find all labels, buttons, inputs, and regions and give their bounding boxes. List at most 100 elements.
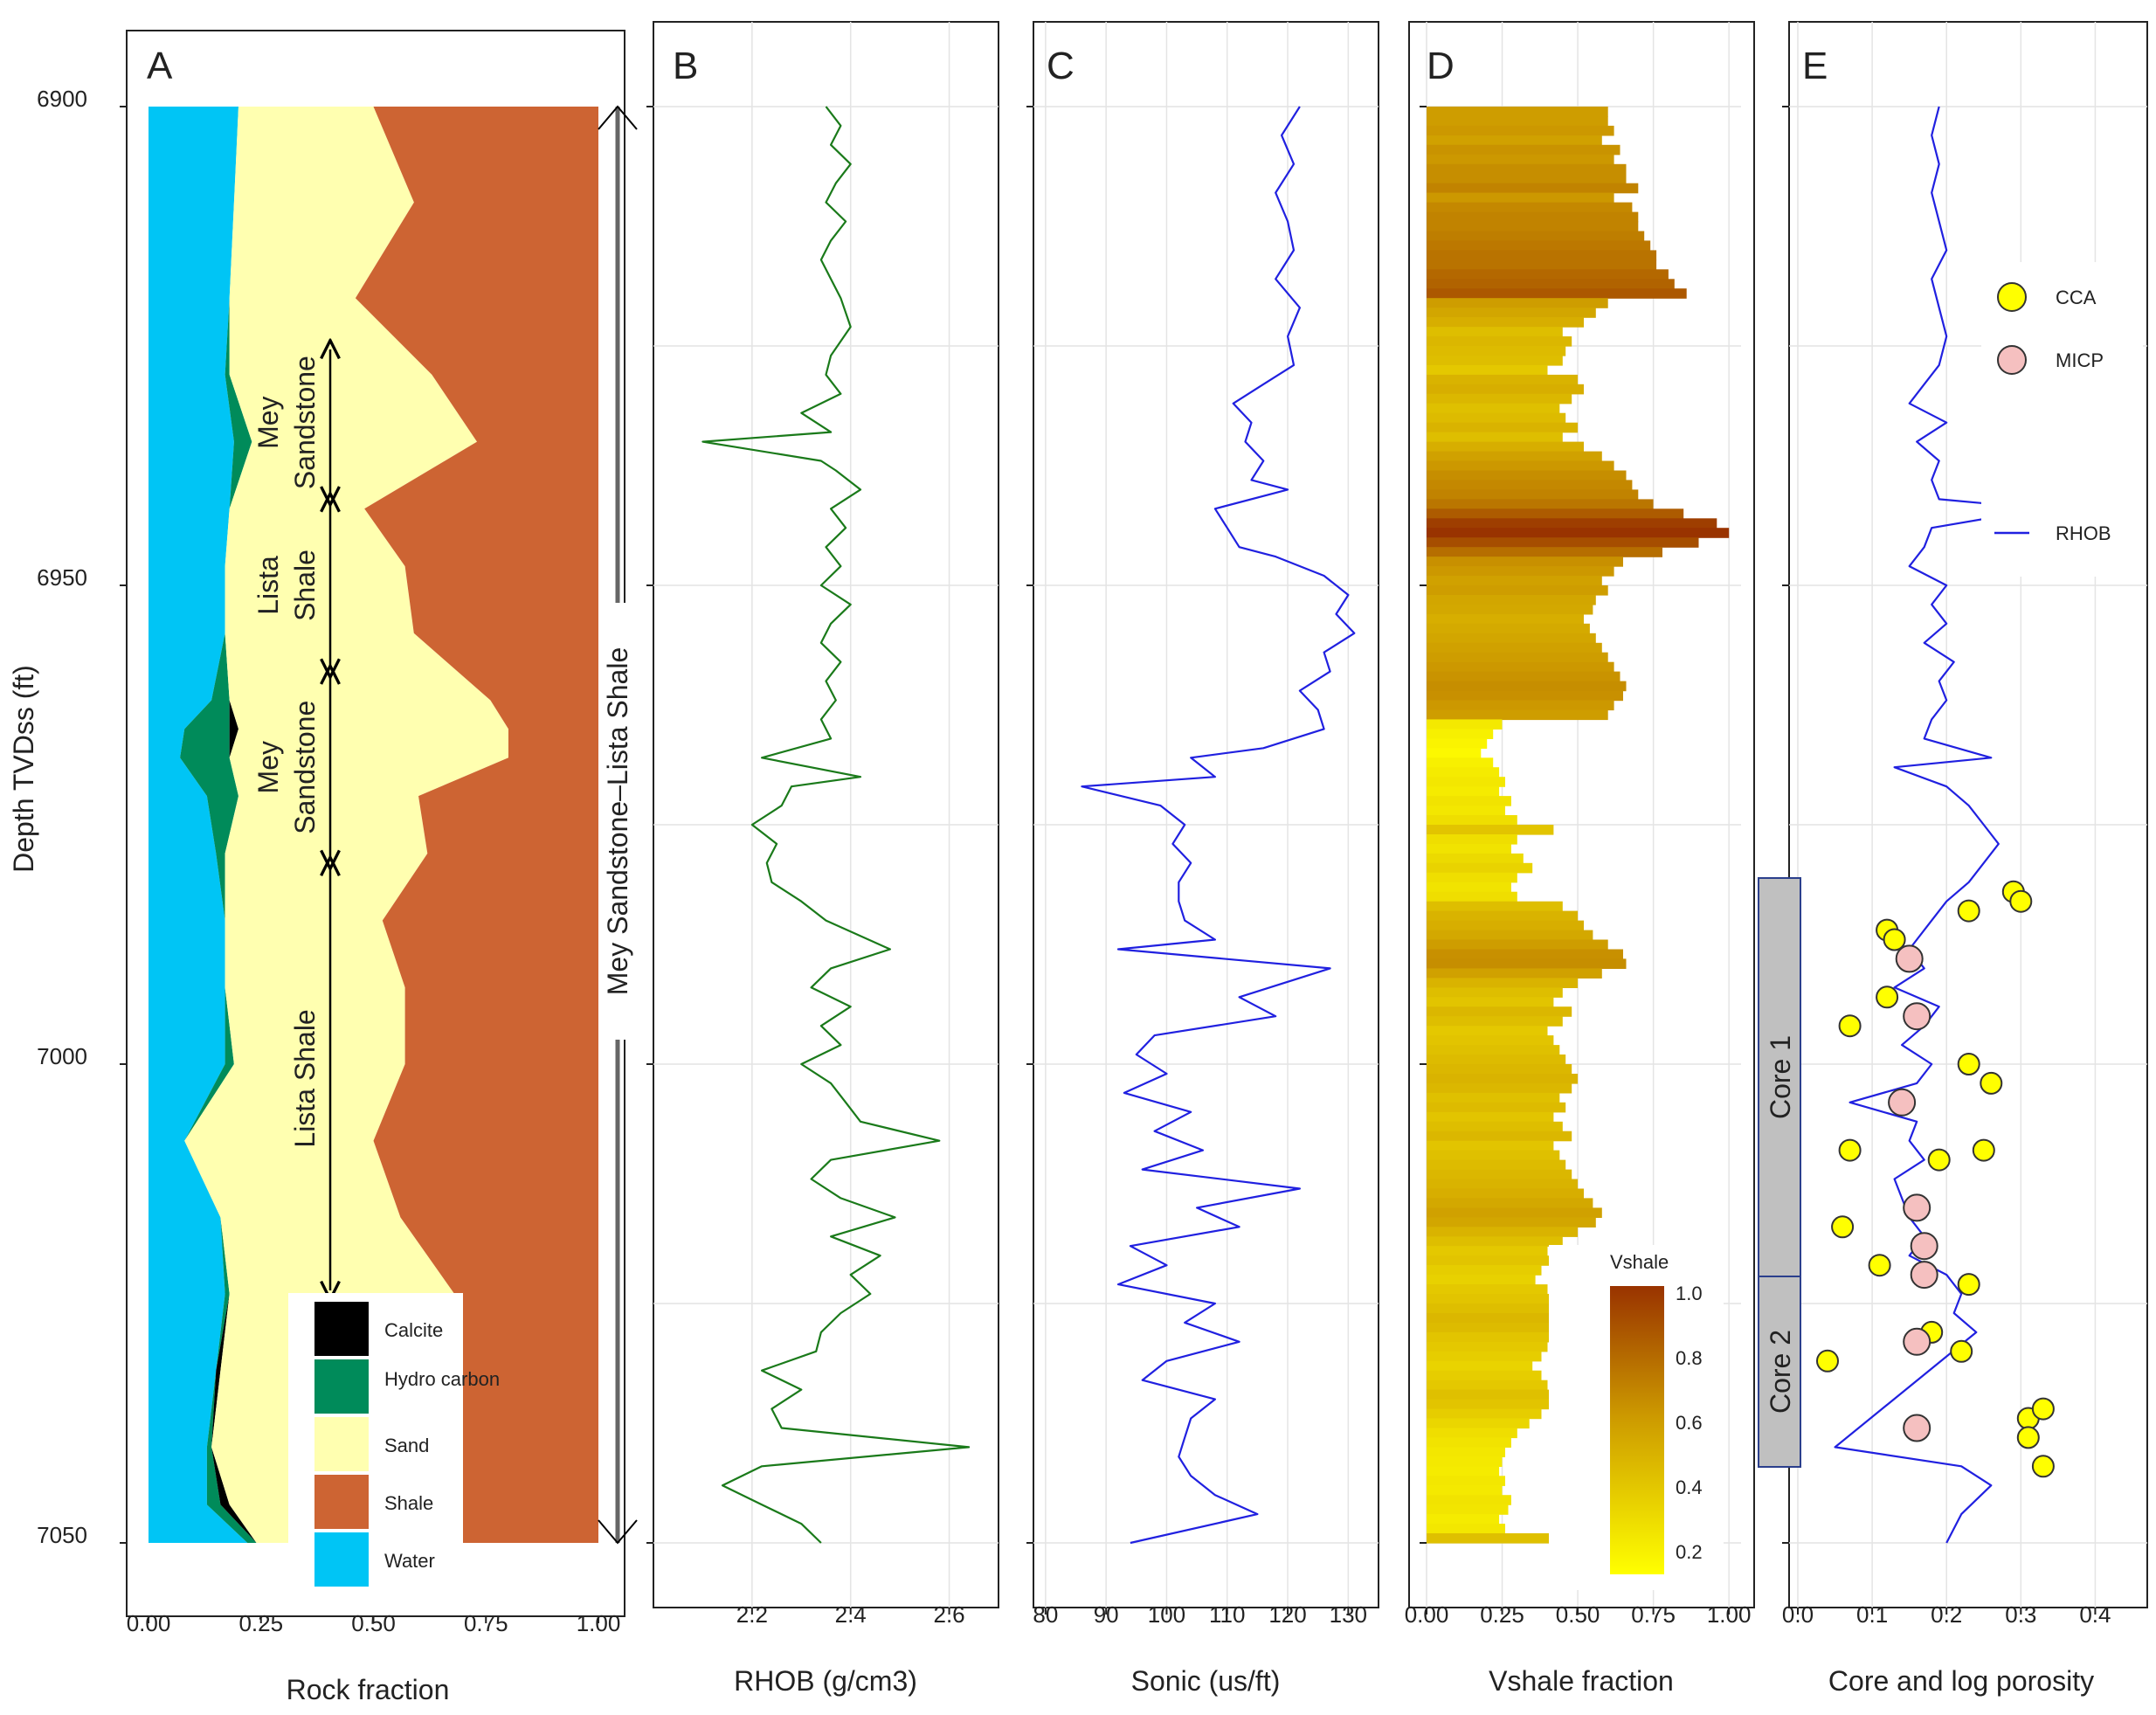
- vshale-bar: [1427, 384, 1584, 395]
- vshale-bar: [1427, 1227, 1579, 1237]
- zone-label-2-b: Shale: [289, 550, 321, 621]
- vshale-bar: [1427, 709, 1608, 721]
- vshale-bar: [1427, 460, 1614, 472]
- panel-b-rhob: [701, 106, 971, 1544]
- vshale-bar: [1427, 1331, 1554, 1343]
- vshale-bar: [1427, 240, 1651, 251]
- panel-d-vshale: [1427, 107, 1730, 1544]
- vshale-bar: [1427, 374, 1579, 385]
- vshale-bar: [1427, 1026, 1548, 1036]
- vshale-bar: [1427, 432, 1563, 443]
- legend-marker-micp: [1997, 345, 2027, 375]
- area-water: [149, 107, 248, 1543]
- vshale-bar: [1427, 1246, 1548, 1256]
- vshale-bar: [1427, 1169, 1572, 1180]
- vshale-bar: [1427, 748, 1482, 758]
- panel-e-porosity: [1816, 106, 2055, 1544]
- vshale-bar: [1427, 1188, 1584, 1200]
- micp-point: [1903, 1327, 1931, 1356]
- vshale-bar: [1427, 107, 1608, 117]
- vshale-bar: [1427, 1418, 1530, 1429]
- vshale-bar: [1427, 499, 1654, 509]
- x-tick-label: 0.25: [238, 1610, 283, 1636]
- vshale-bar: [1427, 298, 1608, 308]
- depth-tick-6900: 6900: [37, 86, 87, 112]
- x-tick-label: 0.2: [1931, 1601, 1962, 1628]
- vshale-bar: [1427, 1284, 1548, 1295]
- vshale-bar: [1427, 843, 1511, 854]
- vshale-bar: [1427, 1064, 1572, 1075]
- vshale-bar: [1427, 910, 1579, 922]
- panel-c-sonic: [1081, 106, 1356, 1545]
- vshale-bar: [1427, 997, 1554, 1007]
- vshale-bar: [1427, 528, 1730, 538]
- vshale-bar: [1427, 595, 1596, 605]
- zone-label-4: Lista Shale: [289, 1009, 321, 1147]
- vshale-bar: [1427, 604, 1593, 615]
- cca-point: [1980, 1071, 2003, 1095]
- vshale-bar: [1427, 327, 1563, 337]
- vshale-bar: [1427, 1121, 1563, 1132]
- vshale-bar: [1427, 1159, 1566, 1171]
- area-sand: [184, 107, 508, 1543]
- vshale-bar: [1427, 1313, 1572, 1324]
- vshale-bar: [1427, 987, 1563, 998]
- colorbar-gradient: [1610, 1286, 1664, 1574]
- vshale-bar: [1427, 1055, 1566, 1065]
- x-tick-label: 2.6: [933, 1601, 964, 1628]
- micp-point: [1910, 1232, 1938, 1261]
- vshale-bar: [1427, 116, 1608, 127]
- x-tick-label: 90: [1094, 1601, 1119, 1628]
- cca-point: [2009, 889, 2033, 913]
- vshale-bar: [1427, 681, 1627, 692]
- vshale-bar: [1427, 1198, 1593, 1208]
- micp-point: [1895, 944, 1924, 973]
- legend-swatch-calcite: [314, 1302, 369, 1356]
- x-tick-label: 120: [1268, 1601, 1306, 1628]
- vshale-bar: [1427, 259, 1657, 270]
- legend-swatch-hydrocarbon: [314, 1359, 369, 1414]
- vshale-bar: [1427, 757, 1494, 768]
- vshale-bar: [1427, 557, 1623, 567]
- cca-point: [1816, 1349, 1839, 1373]
- vshale-bar: [1427, 346, 1566, 356]
- vshale-bar: [1427, 613, 1584, 625]
- vshale-bar: [1427, 1082, 1572, 1094]
- vshale-bar: [1427, 221, 1639, 232]
- cca-point: [1838, 1014, 1862, 1038]
- vshale-bar: [1427, 661, 1614, 673]
- panel-b-frame: [653, 21, 999, 1608]
- x-tick-label: 110: [1209, 1601, 1245, 1628]
- panel-d-xlabel: Vshale fraction: [1489, 1665, 1674, 1697]
- vshale-bar: [1427, 1399, 1554, 1410]
- vshale-bar: [1427, 364, 1548, 376]
- x-tick-label: 2.2: [736, 1601, 768, 1628]
- vshale-bar: [1427, 451, 1602, 462]
- vshale-bar: [1427, 958, 1627, 969]
- vshale-bar: [1427, 968, 1602, 979]
- vshale-bar: [1427, 1179, 1579, 1190]
- vshale-bar: [1427, 633, 1596, 644]
- vshale-bar: [1427, 422, 1579, 433]
- vshale-bar: [1427, 1447, 1505, 1457]
- legend-label-rhob: RHOB: [2056, 522, 2111, 544]
- vshale-bar: [1427, 518, 1717, 529]
- legend-swatch-water: [314, 1532, 369, 1587]
- vshale-bar: [1427, 939, 1608, 951]
- cca-point: [1950, 1339, 1973, 1363]
- cca-point: [2031, 1455, 2055, 1478]
- panel-e-label: E: [1802, 45, 1828, 87]
- vshale-bar: [1427, 308, 1596, 318]
- vshale-bar: [1427, 163, 1627, 175]
- vshale-bar: [1427, 777, 1505, 787]
- colorbar-tick-4: 0.4: [1676, 1476, 1703, 1498]
- vshale-bar: [1427, 135, 1602, 146]
- vshale-bar: [1427, 288, 1687, 299]
- panel-b-label: B: [673, 45, 698, 87]
- x-tick-label: 130: [1330, 1601, 1367, 1628]
- x-tick-label: 0.25: [1480, 1601, 1524, 1628]
- zone-label-1-b: Sandstone: [289, 356, 321, 489]
- vshale-bar: [1427, 336, 1572, 347]
- vshale-bar: [1427, 1408, 1542, 1420]
